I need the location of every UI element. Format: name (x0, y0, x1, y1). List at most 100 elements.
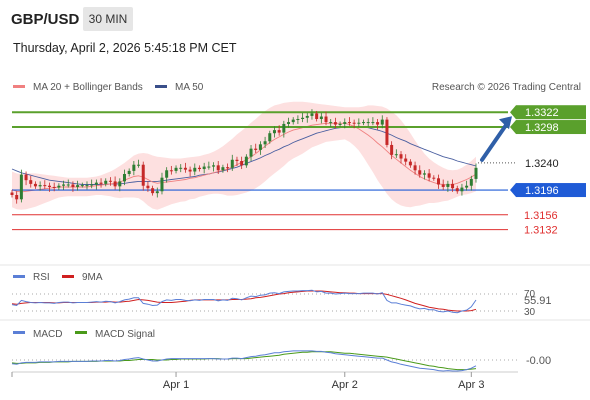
candle-body (333, 122, 337, 125)
candle-body (66, 184, 70, 186)
candle-body (62, 184, 66, 186)
candle-body (202, 166, 206, 170)
forecast-overlay (480, 116, 512, 162)
candle-body (151, 188, 155, 194)
candle-body (324, 116, 328, 123)
candle-body (99, 182, 103, 184)
macd-legend-label: MACD (33, 329, 62, 340)
candle-body (268, 133, 272, 142)
rsi-ma-legend-swatch (62, 275, 74, 278)
candle-body (104, 180, 108, 184)
candle-body (315, 113, 319, 120)
macd-signal-line (11, 351, 477, 371)
timestamp: Thursday, April 2, 2026 5:45:18 PM CET (13, 41, 237, 55)
support-2-label: 1.3132 (524, 225, 558, 237)
ma20-line (11, 122, 477, 193)
timeframe-badge[interactable]: 30 MIN (83, 7, 133, 31)
candle-body (305, 115, 309, 118)
candle-body (122, 173, 126, 182)
candle-body (310, 113, 314, 116)
candle-body (15, 194, 19, 200)
candle-body (188, 169, 192, 172)
candle-body (221, 167, 225, 171)
candle-body (137, 164, 141, 166)
current-price-label-box (516, 155, 586, 170)
candle-body (258, 144, 262, 150)
macd-value-label: -0.00 (526, 355, 551, 367)
candle-body (118, 181, 122, 187)
candle-body (352, 122, 356, 124)
candle-body (230, 159, 234, 168)
candle-body (357, 122, 361, 124)
candle-body (469, 178, 473, 186)
forecast-arrow-head (499, 116, 512, 130)
candle-body (90, 184, 94, 186)
candle-body (404, 158, 408, 162)
candle-body (254, 148, 258, 150)
forecast-arrow-shaft (480, 120, 510, 162)
support-1-label: 1.3156 (524, 210, 558, 222)
candle-body (474, 167, 478, 179)
moving-averages (11, 122, 477, 193)
rsi-legend: RSI 9MA (13, 272, 103, 283)
resistance-1-label-pointer (510, 105, 516, 120)
candle-body (24, 174, 28, 181)
rsi-legend-label: RSI (33, 272, 50, 283)
candle-body (179, 167, 183, 169)
candle-body (235, 159, 239, 162)
credit-text: Research © 2026 Trading Central (432, 82, 581, 93)
macd-lines (11, 350, 477, 372)
candle-body (80, 185, 84, 187)
candle-body (38, 185, 42, 187)
main-legend: MA 20 + Bollinger Bands MA 50 Research ©… (13, 82, 581, 93)
candle-body (418, 170, 422, 175)
candle-body (146, 185, 150, 189)
candle-body (183, 167, 187, 170)
x-axis-tick-label: Apr 1 (163, 379, 189, 391)
candle-body (132, 164, 136, 171)
candle-body (371, 122, 375, 124)
macd-line (11, 350, 477, 372)
chart-header: GBP/USD 30 MIN Thursday, April 2, 2026 5… (0, 0, 590, 70)
candle-body (385, 119, 389, 145)
candle-body (277, 130, 281, 133)
candle-body (427, 173, 431, 178)
candle-body (319, 116, 323, 120)
candle-body (43, 185, 47, 187)
candle-body (29, 180, 33, 184)
pivot-label-box (516, 183, 586, 198)
macd-legend: MACD MACD Signal (13, 329, 155, 340)
ma20-legend-swatch (13, 85, 25, 88)
rsi-value-label: 55.91 (524, 295, 552, 307)
x-axis-tick-label: Apr 2 (332, 379, 358, 391)
ma50-line (11, 125, 477, 185)
candle-body (437, 178, 441, 185)
resistance-2-label-box (516, 120, 586, 135)
rsi-upper-label: 70 (524, 289, 536, 300)
candle-body (329, 122, 333, 124)
candle-body (113, 181, 117, 187)
level-lines (12, 111, 516, 231)
pivot-label: 1.3196 (525, 185, 559, 197)
candle-body (160, 177, 164, 192)
rsi-lines (11, 289, 477, 314)
pivot-label-pointer (510, 183, 516, 198)
macd-signal-legend-swatch (75, 331, 87, 334)
candle-body (165, 170, 169, 178)
candle-body (296, 119, 300, 121)
candle-body (291, 119, 295, 123)
candle-body (47, 185, 51, 187)
resistance-1-label-box (516, 105, 586, 120)
rsi-line (11, 289, 477, 314)
bollinger-band-fill (12, 101, 476, 210)
candle-body (413, 165, 417, 171)
candle-body (76, 185, 80, 187)
candlesticks (10, 109, 478, 204)
candle-body (141, 164, 145, 186)
candle-body (19, 174, 23, 200)
candle-body (408, 161, 412, 166)
candle-body (169, 170, 173, 172)
candle-body (399, 154, 403, 159)
candle-body (226, 167, 230, 169)
candle-body (94, 182, 98, 185)
